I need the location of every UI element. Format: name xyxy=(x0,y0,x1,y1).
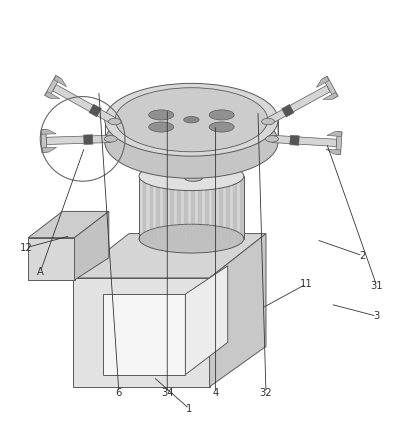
Text: 6: 6 xyxy=(116,388,122,398)
Polygon shape xyxy=(42,148,57,152)
Polygon shape xyxy=(233,176,237,239)
Polygon shape xyxy=(210,233,266,387)
Text: 32: 32 xyxy=(260,388,272,398)
Ellipse shape xyxy=(149,122,174,132)
Polygon shape xyxy=(240,176,244,239)
Text: 11: 11 xyxy=(300,279,313,289)
Ellipse shape xyxy=(209,122,234,132)
Ellipse shape xyxy=(185,175,202,181)
Polygon shape xyxy=(327,132,342,136)
Polygon shape xyxy=(216,176,219,239)
Polygon shape xyxy=(223,176,226,239)
Ellipse shape xyxy=(139,162,244,190)
Polygon shape xyxy=(336,132,342,155)
Text: 4: 4 xyxy=(212,388,219,398)
Polygon shape xyxy=(28,237,75,280)
Polygon shape xyxy=(84,135,93,144)
Ellipse shape xyxy=(104,136,117,142)
Polygon shape xyxy=(156,176,160,239)
Polygon shape xyxy=(105,120,106,142)
Polygon shape xyxy=(167,176,170,239)
Polygon shape xyxy=(209,176,212,239)
Polygon shape xyxy=(282,105,294,117)
Polygon shape xyxy=(174,176,177,239)
Polygon shape xyxy=(143,176,146,239)
Ellipse shape xyxy=(139,224,244,253)
Polygon shape xyxy=(146,176,150,239)
Polygon shape xyxy=(75,211,109,280)
Polygon shape xyxy=(185,176,188,239)
Polygon shape xyxy=(212,176,216,239)
Ellipse shape xyxy=(105,83,278,156)
Polygon shape xyxy=(150,176,153,239)
Polygon shape xyxy=(206,176,209,239)
Polygon shape xyxy=(41,129,56,134)
Polygon shape xyxy=(198,176,202,239)
Text: 1: 1 xyxy=(186,404,193,414)
Polygon shape xyxy=(226,176,230,239)
Polygon shape xyxy=(54,75,66,87)
Polygon shape xyxy=(237,176,240,239)
Ellipse shape xyxy=(115,88,268,152)
Polygon shape xyxy=(28,211,109,237)
Ellipse shape xyxy=(105,105,278,178)
Text: 2: 2 xyxy=(359,251,366,261)
Polygon shape xyxy=(89,104,101,117)
Polygon shape xyxy=(53,85,116,125)
Polygon shape xyxy=(170,176,174,239)
Ellipse shape xyxy=(184,117,199,123)
Polygon shape xyxy=(45,92,60,98)
Polygon shape xyxy=(160,176,164,239)
Polygon shape xyxy=(139,176,143,239)
Polygon shape xyxy=(46,135,111,144)
Polygon shape xyxy=(153,176,156,239)
Ellipse shape xyxy=(108,118,121,125)
Polygon shape xyxy=(323,76,338,98)
Polygon shape xyxy=(103,294,185,375)
Polygon shape xyxy=(185,266,228,375)
Polygon shape xyxy=(272,135,337,147)
Polygon shape xyxy=(164,176,167,239)
Polygon shape xyxy=(188,176,191,239)
Polygon shape xyxy=(323,93,338,99)
Polygon shape xyxy=(185,144,202,178)
Polygon shape xyxy=(277,120,278,142)
Polygon shape xyxy=(45,75,60,97)
Polygon shape xyxy=(316,76,329,87)
Polygon shape xyxy=(326,149,341,155)
Text: A: A xyxy=(37,267,44,277)
Polygon shape xyxy=(290,135,299,145)
Polygon shape xyxy=(202,176,206,239)
Polygon shape xyxy=(266,85,330,125)
Polygon shape xyxy=(195,176,198,239)
Text: 31: 31 xyxy=(370,281,383,291)
Ellipse shape xyxy=(209,110,234,120)
Polygon shape xyxy=(219,176,223,239)
Text: 34: 34 xyxy=(161,388,174,398)
Polygon shape xyxy=(191,176,195,239)
Ellipse shape xyxy=(266,136,278,142)
Text: 3: 3 xyxy=(374,311,380,321)
Polygon shape xyxy=(177,176,181,239)
Polygon shape xyxy=(181,176,185,239)
Polygon shape xyxy=(230,176,233,239)
Polygon shape xyxy=(73,278,210,387)
Polygon shape xyxy=(41,130,47,152)
Ellipse shape xyxy=(149,110,174,120)
Ellipse shape xyxy=(185,141,202,147)
Polygon shape xyxy=(73,233,266,278)
Text: 12: 12 xyxy=(20,243,33,253)
Ellipse shape xyxy=(262,118,274,125)
